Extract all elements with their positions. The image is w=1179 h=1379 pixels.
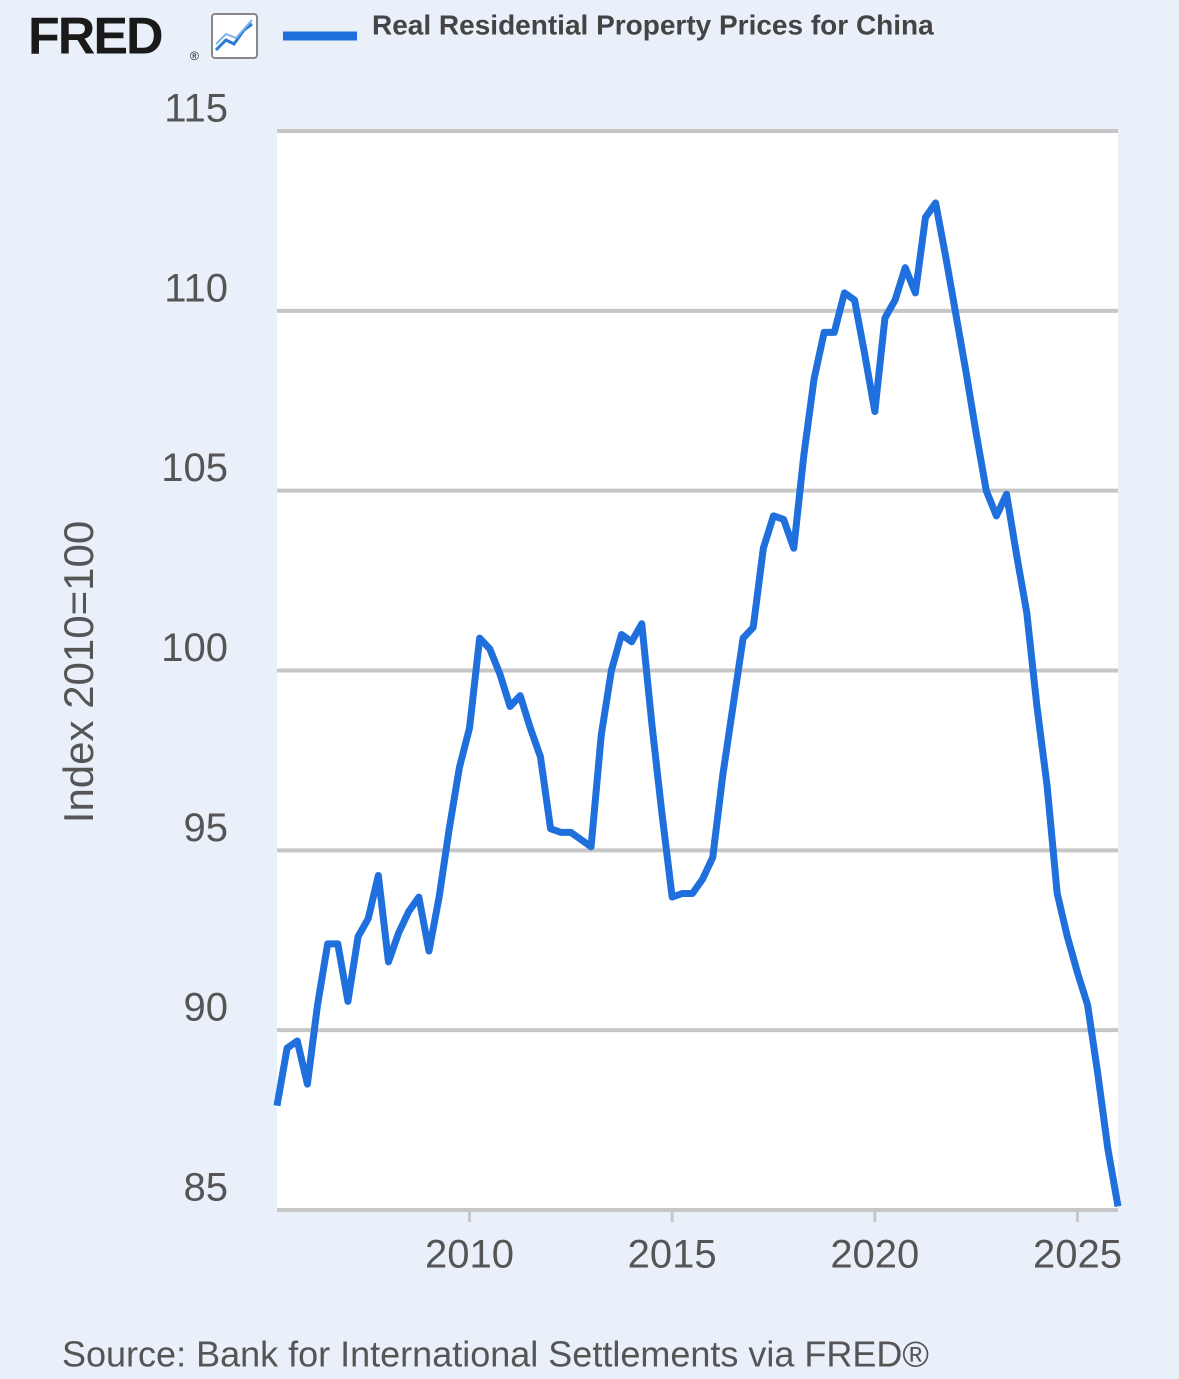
- y-tick-label: 95: [184, 806, 229, 850]
- y-tick-label: 105: [161, 446, 228, 490]
- y-tick-label: 115: [164, 87, 228, 131]
- x-tick-label: 2010: [425, 1233, 514, 1277]
- y-tick-label: 85: [184, 1166, 229, 1210]
- x-tick-label: 2015: [628, 1233, 717, 1277]
- y-tick-label: 110: [164, 266, 228, 310]
- y-tick-label: 100: [161, 626, 228, 670]
- y-tick-label: 90: [184, 986, 229, 1030]
- y-axis-title: Index 2010=100: [55, 521, 102, 823]
- logo-icon: [211, 13, 258, 59]
- source: Source: Bank for International Settlemen…: [62, 1334, 929, 1375]
- x-tick-label: 2020: [830, 1233, 919, 1277]
- logo-mark: ®: [190, 49, 199, 63]
- x-tick-label: 2025: [1033, 1233, 1122, 1277]
- legend-label: Real Residential Property Prices for Chi…: [372, 9, 934, 40]
- logo: FRED: [28, 8, 162, 66]
- series-line: [273, 199, 1122, 1208]
